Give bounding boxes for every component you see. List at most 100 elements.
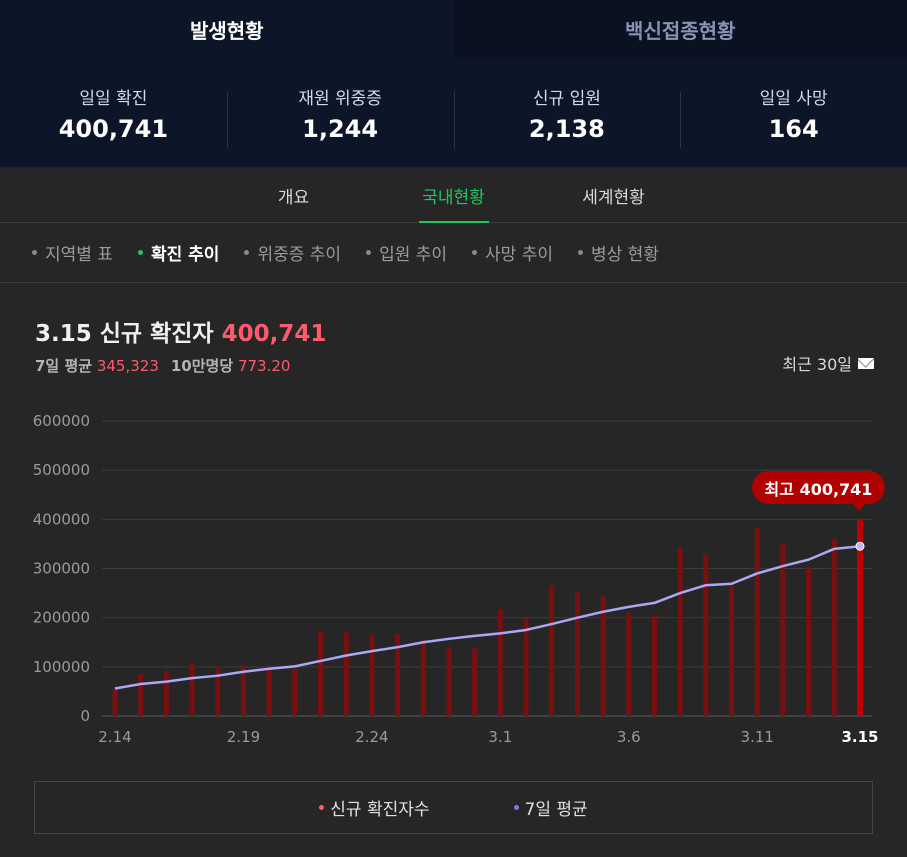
menu-item-confirmed-trend[interactable]: 확진 추이	[137, 240, 220, 265]
bar	[600, 596, 606, 716]
y-tick-label: 600000	[33, 412, 90, 430]
legend-dot-icon	[513, 805, 519, 810]
bar	[497, 609, 503, 716]
bar	[266, 669, 272, 716]
bar	[240, 665, 246, 716]
dropdown-icon	[858, 357, 874, 369]
x-tick-label: 3.1	[488, 728, 512, 746]
menu-item-admission-trend[interactable]: 입원 추이	[366, 240, 447, 265]
per-value: 773.20	[237, 357, 291, 375]
y-tick-label: 400000	[33, 510, 90, 528]
chart-area: 600000 500000 400000 300000 200000 100000 0 2.1…	[33, 412, 879, 746]
stat-value: 2,138	[528, 114, 605, 143]
stat-daily-deaths: 일일 사망 164	[680, 84, 907, 148]
avg-line-endpoint	[855, 541, 865, 551]
bar	[215, 666, 221, 716]
bar	[318, 631, 324, 716]
stats-row: 일일 확진 400,741 재원 위중증 1,244 신규 입원 2,138 일…	[0, 58, 907, 168]
avg-label: 7일 평균	[35, 357, 93, 375]
y-tick-label: 200000	[33, 609, 90, 627]
tab-overview[interactable]: 개요	[277, 187, 310, 208]
bar	[138, 674, 144, 716]
menu-item-critical-trend[interactable]: 위중증 추이	[244, 240, 341, 265]
bar	[729, 585, 735, 716]
stat-label: 일일 사망	[759, 88, 828, 109]
bar	[420, 639, 426, 716]
legend-label: 신규 확진자수	[330, 800, 430, 820]
x-tick-label: 2.14	[98, 728, 131, 746]
bar	[163, 670, 169, 716]
bar	[189, 662, 195, 716]
period-selector[interactable]: 최근 30일	[782, 351, 874, 375]
chart-menu: 지역별 표 확진 추이 위중증 추이 입원 추이 사망 추이 병상 현황	[0, 223, 907, 283]
bullet-icon	[578, 250, 583, 255]
menu-item-death-trend[interactable]: 사망 추이	[472, 240, 553, 265]
bar	[857, 518, 863, 716]
bar	[806, 567, 812, 716]
x-tick-label: 2.24	[355, 728, 388, 746]
legend-item-bars[interactable]: 신규 확진자수	[319, 795, 430, 820]
bar	[523, 618, 529, 716]
menu-item-bed-status[interactable]: 병상 현황	[578, 240, 659, 265]
tab-world[interactable]: 세계현황	[582, 187, 645, 208]
chart-title-text: 3.15 신규 확진자	[35, 321, 214, 347]
max-tooltip: 최고 400,741	[752, 471, 885, 511]
period-label: 최근 30일	[782, 355, 852, 374]
bar	[472, 648, 478, 716]
stat-daily-confirmed: 일일 확진 400,741	[0, 84, 227, 143]
stat-value: 1,244	[302, 114, 379, 143]
tab-vaccination-status[interactable]: 백신접종현황	[453, 0, 907, 58]
bar	[574, 591, 580, 716]
menu-item-label: 지역별 표	[45, 245, 113, 265]
menu-item-label: 입원 추이	[379, 245, 448, 265]
chart-subtitle: 7일 평균 345,323 10만명당 773.20	[35, 355, 302, 376]
y-tick-label: 300000	[33, 560, 90, 578]
stat-new-admissions: 신규 입원 2,138	[453, 84, 681, 148]
bar	[446, 647, 452, 716]
menu-item-label: 사망 추이	[485, 245, 553, 265]
per-label: 10만명당	[170, 357, 234, 375]
menu-item-label: 확진 추이	[150, 245, 220, 265]
bullet-icon	[366, 250, 372, 255]
stat-value: 400,741	[58, 114, 169, 143]
bar	[626, 612, 632, 716]
stat-label: 신규 입원	[532, 88, 601, 109]
bullet-icon	[244, 250, 250, 255]
avg-line	[114, 544, 861, 690]
bar	[780, 543, 786, 716]
bar	[549, 585, 555, 716]
x-tick-label: 3.6	[617, 728, 641, 746]
bullet-icon	[32, 250, 37, 255]
bar	[677, 547, 683, 716]
stat-critical: 재원 위중증 1,244	[226, 84, 454, 148]
bar	[754, 527, 760, 716]
menu-item-region-table[interactable]: 지역별 표	[32, 240, 113, 265]
top-panel: 발생현황 백신접종현황 일일 확진 400,741 재원 위중증 1,244 신…	[0, 0, 907, 168]
avg-value: 345,323	[96, 357, 159, 375]
bar	[395, 633, 401, 716]
bar	[112, 688, 118, 716]
menu-item-label: 병상 현황	[591, 245, 659, 265]
bullet-icon	[472, 250, 478, 255]
bar	[831, 539, 837, 716]
bar	[703, 554, 709, 716]
tab-domestic[interactable]: 국내현황	[374, 168, 534, 223]
sub-tabs: 개요 국내현황 세계현황	[0, 168, 907, 223]
x-tick-label: 3.11	[741, 728, 774, 746]
menu-item-label: 위중증 추이	[257, 245, 342, 265]
stat-label: 재원 위중증	[298, 88, 382, 109]
x-tick-label: 3.15	[841, 728, 878, 746]
legend-dot-icon	[319, 805, 325, 810]
tab-outbreak-status[interactable]: 발생현황	[189, 18, 264, 43]
x-tick-label: 2.19	[227, 728, 260, 746]
y-tick-label: 100000	[33, 658, 90, 676]
bar	[343, 632, 349, 716]
stat-value: 164	[768, 114, 819, 143]
chart-title: 3.15 신규 확진자 400,741	[35, 314, 326, 348]
y-tick-label: 0	[80, 707, 90, 725]
top-tabs: 발생현황 백신접종현황	[0, 0, 907, 58]
bar	[292, 668, 298, 716]
bar	[369, 634, 375, 716]
legend-item-line[interactable]: 7일 평균	[513, 795, 588, 820]
y-tick-label: 500000	[33, 461, 90, 479]
